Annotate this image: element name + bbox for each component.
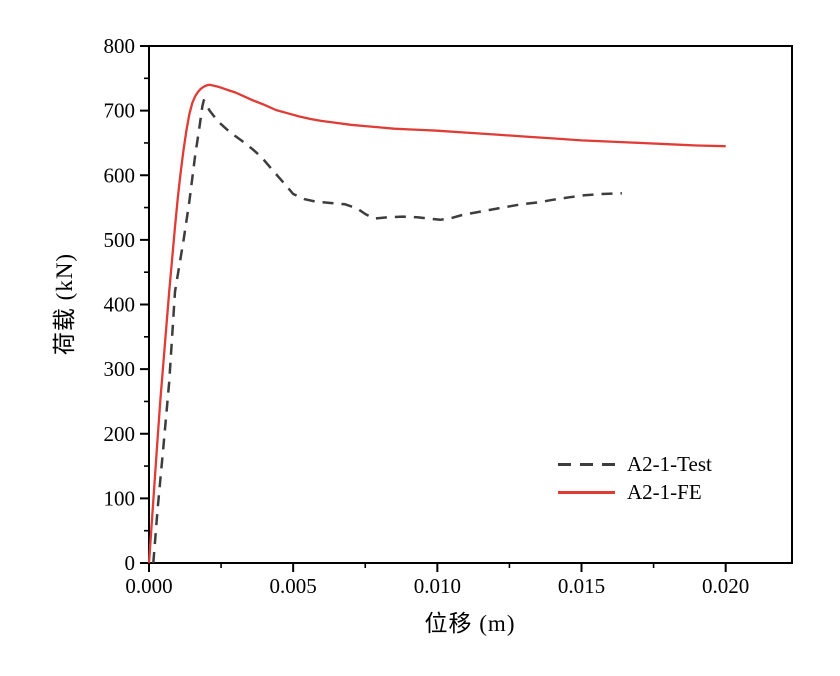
- legend-label-test: A2-1-Test: [627, 451, 712, 476]
- x-axis-title: 位移 (m): [424, 611, 516, 636]
- y-tick-label: 700: [104, 99, 136, 123]
- legend-label-fe: A2-1-FE: [627, 479, 702, 504]
- legend: A2-1-Test A2-1-FE: [558, 450, 712, 506]
- y-tick-label: 0: [125, 551, 136, 575]
- series-a2-1-fe: [147, 83, 726, 564]
- x-tick-label: 0.010: [414, 574, 461, 598]
- legend-item-fe: A2-1-FE: [558, 478, 712, 506]
- x-tick-label: 0.020: [702, 574, 749, 598]
- legend-item-test: A2-1-Test: [558, 450, 712, 478]
- solid-line-icon: [558, 490, 615, 494]
- y-tick-label: 100: [104, 486, 136, 510]
- y-tick-label: 800: [104, 34, 136, 58]
- y-tick-label: 200: [104, 422, 136, 446]
- x-tick-label: 0.015: [558, 574, 605, 598]
- series-a2-1-test: [152, 99, 622, 564]
- y-tick-label: 400: [104, 293, 136, 317]
- x-tick-label: 0.000: [125, 574, 172, 598]
- y-tick-label: 600: [104, 163, 136, 187]
- x-tick-label: 0.005: [270, 574, 317, 598]
- y-tick-label: 500: [104, 228, 136, 252]
- dashed-line-icon: [558, 462, 615, 466]
- y-axis-title: 荷载 (kN): [52, 252, 77, 356]
- y-tick-label: 300: [104, 357, 136, 381]
